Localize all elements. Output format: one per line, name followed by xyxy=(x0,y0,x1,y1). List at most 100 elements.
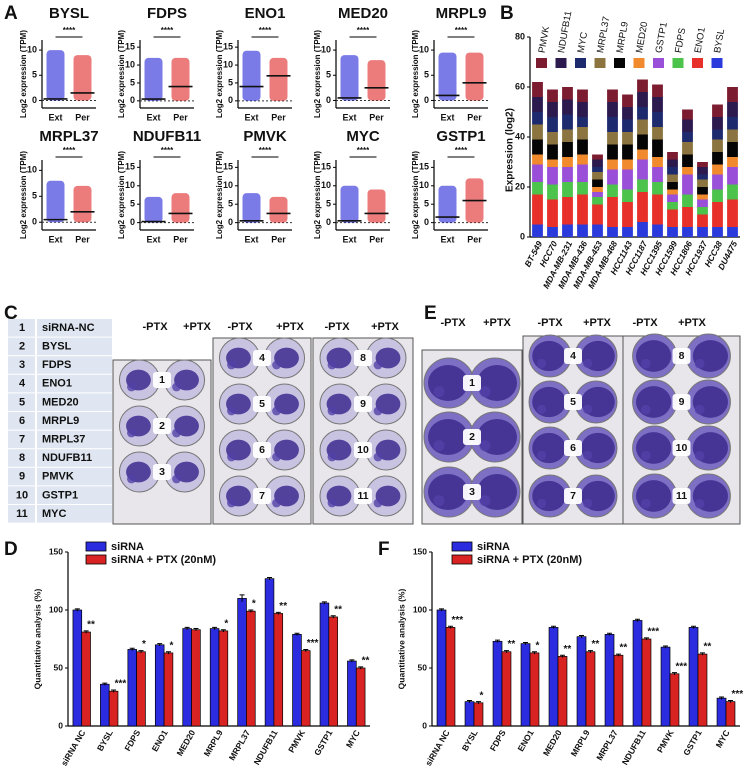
bar-segment xyxy=(727,129,738,142)
x-tick-label: MYC xyxy=(714,728,732,749)
x-tick-label: Per xyxy=(369,234,384,244)
column-header: +PTX xyxy=(276,321,304,333)
table-row xyxy=(8,505,112,523)
bar-segment xyxy=(592,159,603,167)
y-axis-label: Log2 expression (TPM) xyxy=(313,30,322,118)
bar-segment xyxy=(562,182,573,197)
bar-segment xyxy=(682,154,693,167)
x-tick-label: MRPL9 xyxy=(569,728,592,758)
bar xyxy=(520,643,531,727)
stain-spot xyxy=(479,386,491,398)
bar xyxy=(548,627,559,727)
bar xyxy=(246,610,256,727)
dot-cloud xyxy=(73,55,92,101)
y-axis-label: Log2 expression (TPM) xyxy=(411,151,420,239)
well-label-box xyxy=(463,484,481,500)
stain-spot xyxy=(536,404,547,414)
significance: **** xyxy=(455,26,468,35)
stain-spot xyxy=(272,452,281,462)
bar-segment xyxy=(547,89,558,102)
bar-segment xyxy=(577,182,588,195)
bar-segment xyxy=(607,102,618,117)
dot-cloud xyxy=(46,180,65,223)
x-tick-label: MRPL9 xyxy=(202,728,225,758)
column-header: -PTX xyxy=(632,317,658,329)
bar-segment xyxy=(562,142,573,157)
bar-segment xyxy=(667,209,678,227)
well-number: 9 xyxy=(679,396,685,408)
bar xyxy=(182,628,192,727)
stain xyxy=(635,386,672,418)
legend-label: NDUFB11 xyxy=(556,10,574,54)
bar-segment xyxy=(622,159,633,170)
bar-segment xyxy=(667,174,678,182)
bar xyxy=(660,646,671,727)
error-bar xyxy=(239,594,245,602)
bar-segment xyxy=(697,179,708,187)
column-header: -PTX xyxy=(324,321,350,333)
table-row xyxy=(8,412,112,430)
error-bar xyxy=(275,611,281,615)
bar-segment xyxy=(562,197,573,225)
bar-segment xyxy=(712,152,723,165)
significance: *** xyxy=(307,638,319,649)
error-bar xyxy=(349,659,355,663)
significance: * xyxy=(535,640,539,651)
bar-segment xyxy=(607,184,618,197)
legend-swatch xyxy=(614,58,625,68)
y-tick-label: 15 xyxy=(125,162,135,172)
table-name: FDPS xyxy=(42,359,71,371)
significance: * xyxy=(142,639,146,650)
y-axis-label: Quantitative analysis (%) xyxy=(396,589,406,690)
bar-segment xyxy=(607,159,618,170)
y-tick-label: 15 xyxy=(223,162,233,172)
bar-segment xyxy=(637,79,648,92)
y-tick-label: 50 xyxy=(418,662,428,672)
bar-segment xyxy=(577,117,588,127)
well-label-box xyxy=(672,440,691,456)
stain-spot xyxy=(479,495,491,507)
error-bar xyxy=(663,645,669,649)
well-number: 9 xyxy=(360,398,366,410)
bar-segment xyxy=(622,94,633,107)
stain-spot xyxy=(127,382,136,392)
bar-segment xyxy=(622,119,633,132)
error-bar xyxy=(294,632,300,636)
well-number: 2 xyxy=(469,431,475,443)
y-tick-label: 10 xyxy=(223,180,233,190)
bar-segment xyxy=(562,157,573,167)
bar xyxy=(218,630,229,727)
bar-segment xyxy=(727,157,738,167)
y-tick-label: 10 xyxy=(125,59,135,69)
y-axis-label: Log2 expression (TPM) xyxy=(313,151,322,239)
x-tick-label: Per xyxy=(467,234,482,244)
bar xyxy=(127,649,137,727)
stain-spot xyxy=(327,498,337,508)
bar-segment xyxy=(652,139,663,157)
x-tick-label: Per xyxy=(75,234,90,244)
bar xyxy=(81,631,91,727)
legend-label: MYC xyxy=(576,31,591,54)
legend-swatch xyxy=(451,554,473,565)
bar-segment xyxy=(637,149,648,160)
significance: **** xyxy=(357,146,370,155)
error-bar xyxy=(212,626,218,630)
bar-segment xyxy=(622,227,633,237)
legend-swatch xyxy=(672,58,684,68)
bar-segment xyxy=(682,109,693,120)
bar-segment xyxy=(532,164,543,182)
bar-segment xyxy=(562,114,573,130)
error-bar xyxy=(138,650,144,653)
bar-segment xyxy=(547,199,558,227)
error-bar xyxy=(83,630,89,634)
well-number: 11 xyxy=(676,490,687,502)
legend-swatch xyxy=(555,58,567,68)
bar-segment xyxy=(592,204,603,225)
panel-label: E xyxy=(424,303,437,324)
x-tick-label: Per xyxy=(75,112,90,122)
bar-segment xyxy=(637,222,648,237)
table-number: 7 xyxy=(19,434,25,446)
stain-spot xyxy=(536,358,547,368)
dot-cloud xyxy=(46,50,65,101)
bar xyxy=(576,636,587,727)
